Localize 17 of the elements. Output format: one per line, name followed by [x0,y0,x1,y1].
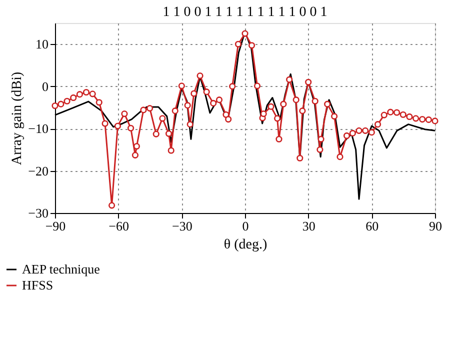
y-tick-label: −20 [28,163,48,178]
x-axis-title: θ (deg.) [224,238,268,252]
x-tick-label: 0 [242,218,249,234]
y-axis-title: Array gain (dBi) [10,72,26,166]
x-tick-label: 30 [302,218,316,234]
y-tick-label: −30 [28,206,48,220]
legend-label: HFSS [22,278,54,292]
chart-title: 1 1 0 0 1 1 1 1 1 1 1 1 1 0 0 1 [162,5,328,20]
x-tick-label: 90 [429,218,442,234]
legend-label: AEP technique [22,262,100,276]
y-tick-label: 0 [42,78,48,94]
x-tick-label: 60 [366,218,379,234]
y-tick-label: −10 [28,121,48,136]
x-tick-label: −30 [172,218,192,234]
x-tick-label: −60 [108,218,130,234]
y-tick-label: 10 [36,36,48,52]
x-tick-label: −90 [45,218,66,234]
